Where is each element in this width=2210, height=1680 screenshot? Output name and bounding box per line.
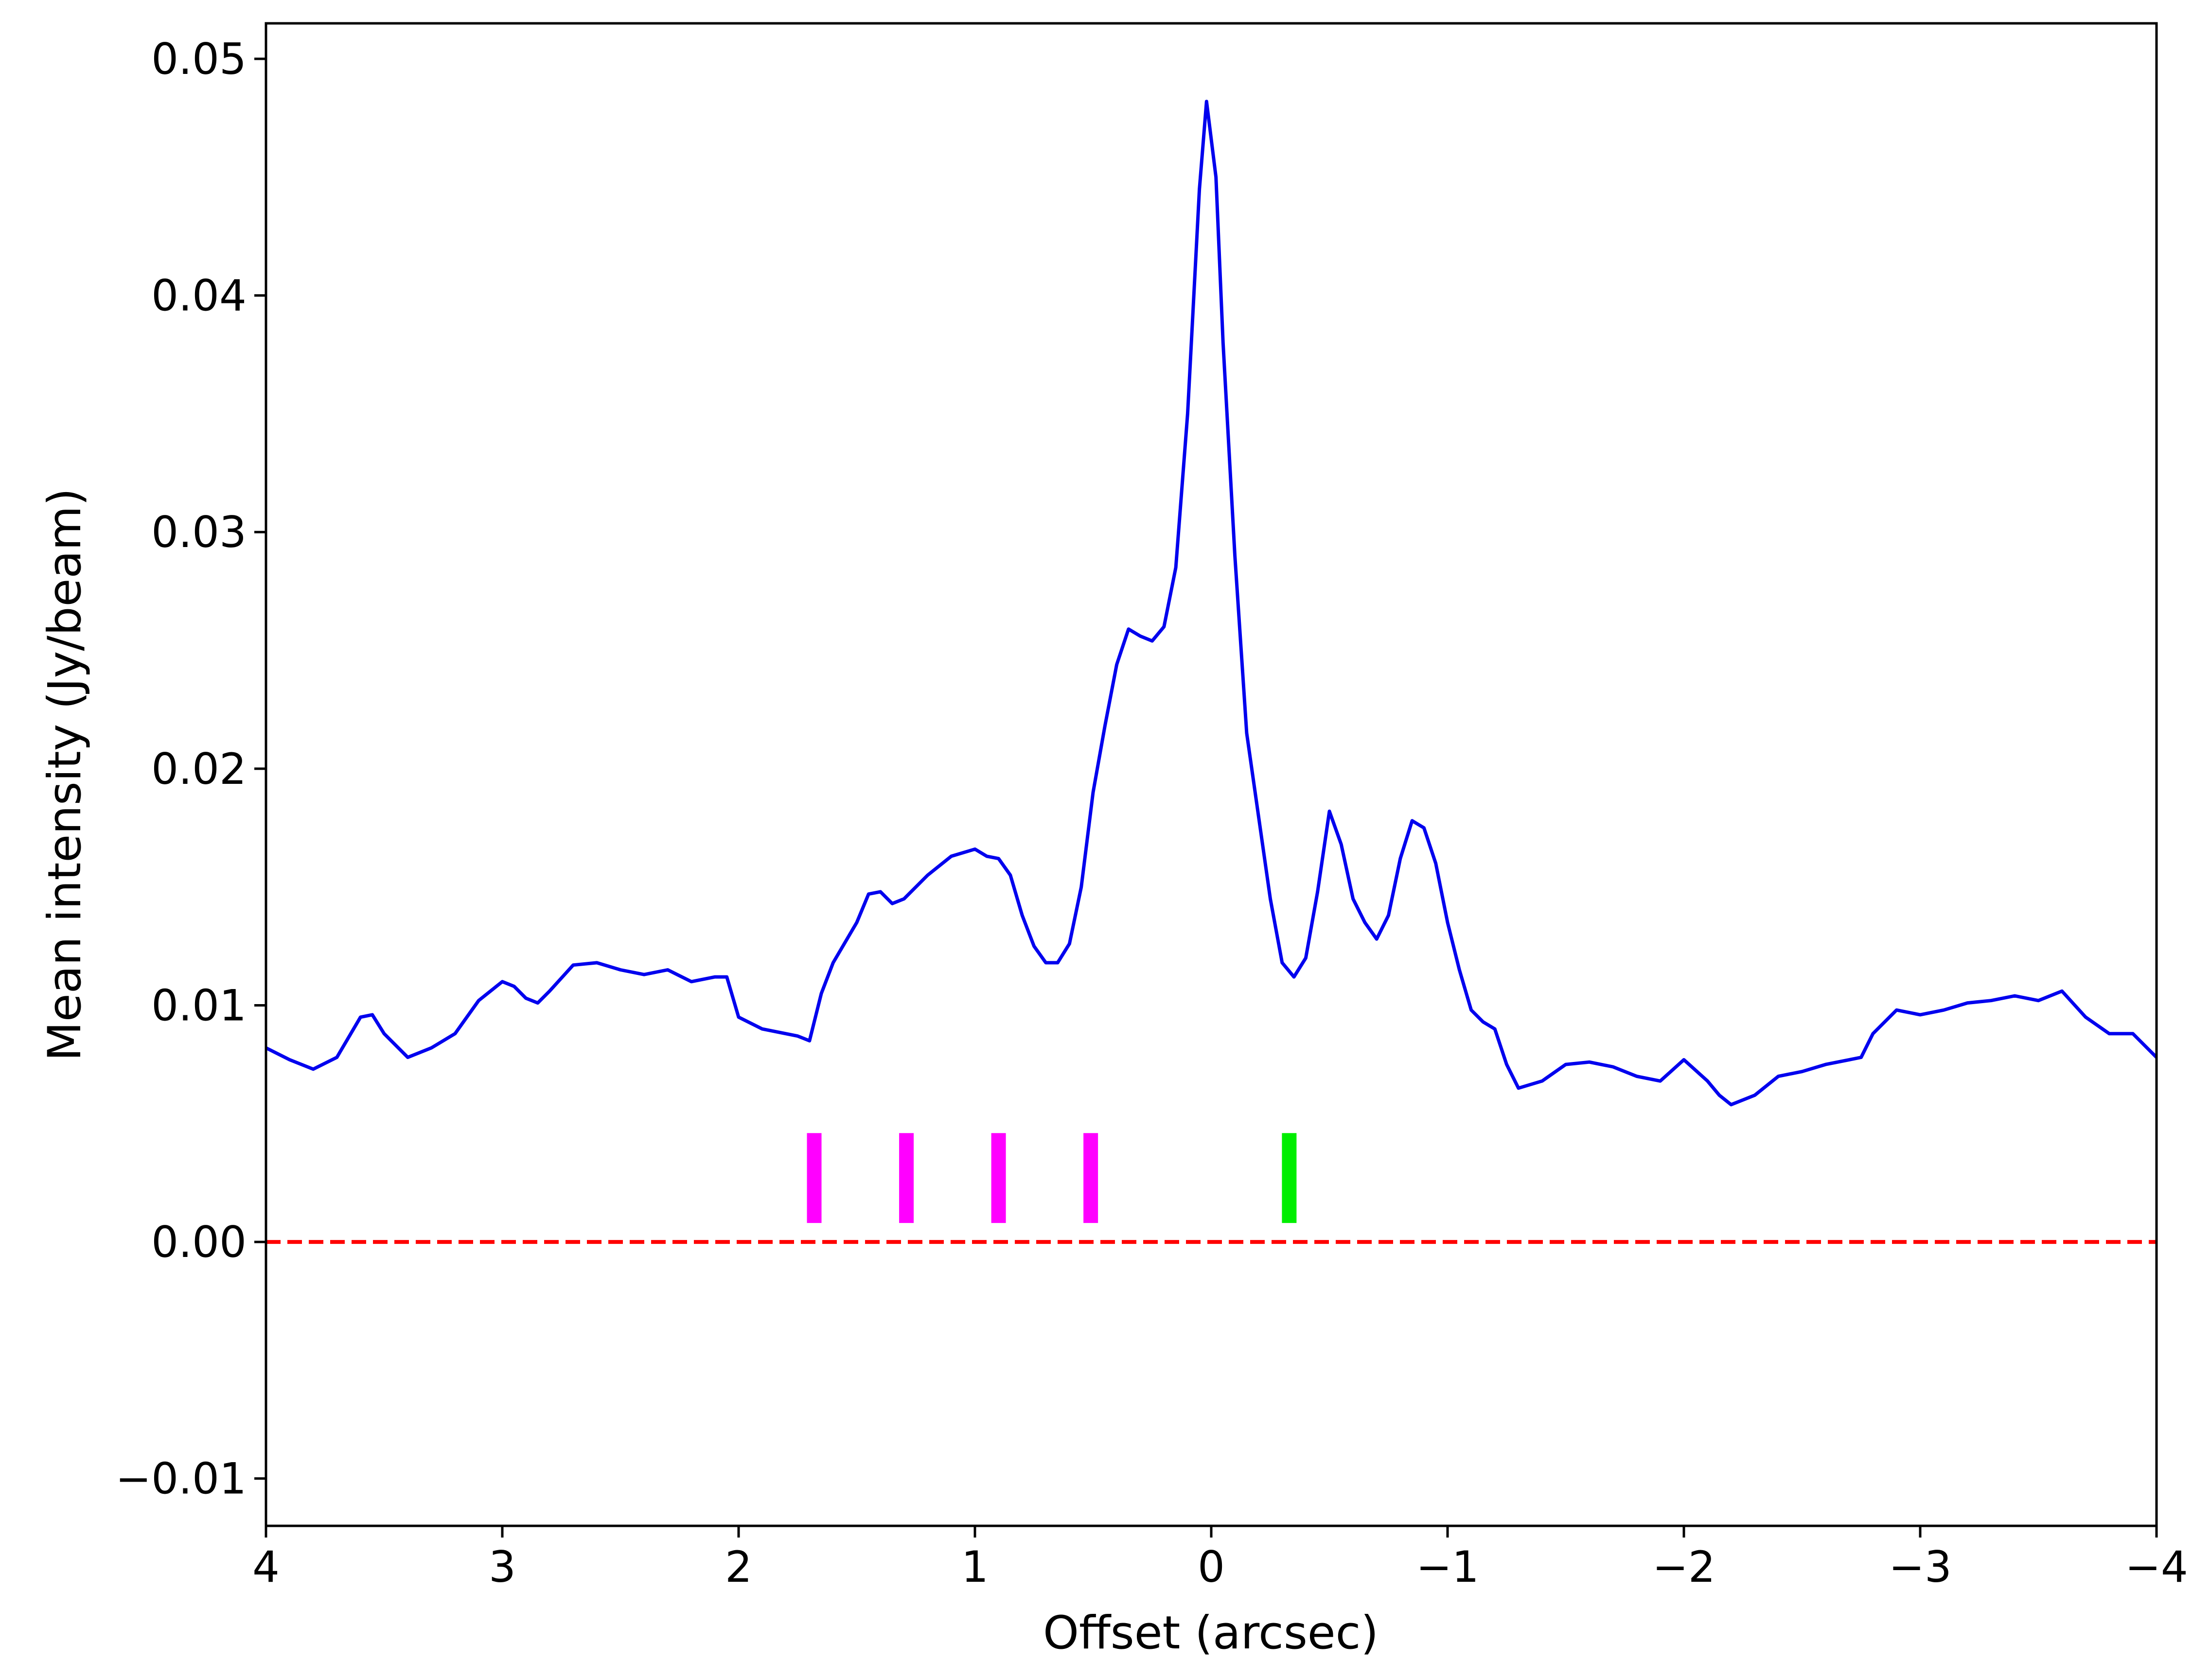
y-tick-label: 0.03 <box>151 507 247 557</box>
x-axis-label: Offset (arcsec) <box>1043 1607 1379 1660</box>
x-tick-label: 2 <box>725 1542 752 1592</box>
x-tick-label: −1 <box>1416 1542 1479 1592</box>
y-tick-label: −0.01 <box>115 1454 247 1504</box>
x-tick-label: −3 <box>1889 1542 1952 1592</box>
y-axis-label: Mean intensity (Jy/beam) <box>38 488 91 1061</box>
y-tick-label: 0.01 <box>151 980 247 1030</box>
x-tick-label: 3 <box>489 1542 516 1592</box>
x-tick-label: 4 <box>252 1542 280 1592</box>
axes: 4 3 2 1 0 −1 −2 −3 −4 −0.01 0.00 0.01 0.02 0.03 0.04 0.… <box>115 22 2188 1592</box>
x-tick-label: 0 <box>1198 1542 1225 1592</box>
x-tick-label: −4 <box>2125 1542 2188 1592</box>
x-tick-label: −2 <box>1652 1542 1715 1592</box>
plot-area <box>266 100 2157 1244</box>
y-tick-label: 0.02 <box>151 744 247 794</box>
x-tick-label: 1 <box>961 1542 989 1592</box>
intensity-profile-line <box>266 100 2157 1107</box>
y-tick-label: 0.04 <box>151 271 247 321</box>
y-tick-label: 0.00 <box>151 1217 247 1267</box>
y-tick-label: 0.05 <box>151 34 247 84</box>
